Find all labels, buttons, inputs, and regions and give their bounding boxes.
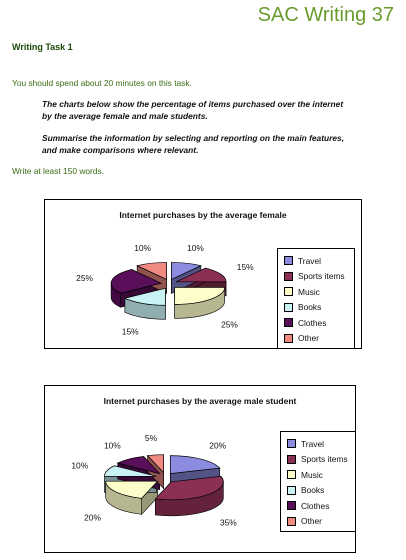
task-heading: Writing Task 1 — [12, 42, 73, 52]
legend-label: Music — [298, 286, 320, 297]
legend-label: Sports items — [298, 271, 345, 282]
legend-swatch — [284, 256, 293, 266]
data-label: 10% — [187, 243, 204, 253]
legend-item: Other — [284, 331, 348, 347]
legend-label: Sports items — [301, 454, 348, 465]
legend-item: Clothes — [284, 315, 348, 331]
legend-label: Books — [298, 302, 322, 313]
pie-slice-travel — [169, 455, 221, 475]
pie-slice-clothes — [116, 456, 161, 475]
data-label: 25% — [221, 320, 238, 330]
legend-label: Clothes — [298, 317, 327, 328]
legend-swatch — [284, 271, 293, 281]
legend-item: Other — [287, 514, 349, 530]
data-label: 5% — [145, 433, 158, 443]
legend-swatch — [287, 485, 296, 495]
pie-chart-female: 10% 15% 25% 15% 25% 10% — [76, 243, 254, 337]
legend-label: Other — [301, 516, 322, 527]
data-label: 10% — [134, 243, 151, 253]
legend-item: Clothes — [287, 498, 349, 514]
pie-slice-other — [146, 454, 164, 474]
pie-slice-travel — [171, 262, 202, 280]
legend-item: Travel — [284, 253, 348, 269]
chart-title: Internet purchases by the average female — [119, 210, 287, 220]
legend-label: Books — [301, 485, 325, 496]
legend-swatch — [287, 516, 296, 526]
legend-item: Music — [284, 284, 348, 300]
data-label: 15% — [237, 262, 254, 272]
legend-item: Books — [287, 483, 349, 499]
pie-slice-music — [174, 287, 226, 305]
chart-title: Internet purchases by the average male s… — [103, 396, 297, 406]
pie-chart-male: 20% 35% 20% 10% 10% 5% — [71, 433, 237, 527]
prompt-line-3: Summarise the information by selecting a… — [42, 133, 345, 143]
time-note: You should spend about 20 minutes on thi… — [12, 78, 192, 88]
chart-female: Internet purchases by the average female… — [44, 199, 362, 349]
prompt-line-4: and make comparisons where relevant. — [42, 144, 199, 155]
legend-label: Clothes — [301, 500, 330, 511]
data-label: 35% — [220, 517, 237, 527]
legend-swatch — [284, 302, 293, 312]
legend-male: Travel Sports items Music Books Clothes Other — [280, 431, 356, 532]
data-label: 10% — [71, 461, 88, 471]
legend-item: Books — [284, 300, 348, 316]
data-label: 10% — [104, 440, 121, 450]
pie-slice-clothes — [110, 269, 163, 294]
legend-label: Travel — [298, 255, 321, 266]
legend-swatch — [287, 501, 296, 511]
page-title: SAC Writing 37 — [257, 4, 394, 26]
data-label: 20% — [209, 440, 226, 450]
prompt-line-2: by the average female and male students. — [42, 110, 208, 121]
legend-female: Travel Sports items Music Books Clothes Other — [277, 248, 355, 349]
data-label: 25% — [76, 273, 93, 283]
data-label: 15% — [122, 327, 139, 337]
legend-swatch — [287, 454, 296, 464]
legend-swatch — [287, 439, 296, 449]
legend-label: Travel — [301, 438, 324, 449]
legend-item: Sports items — [284, 269, 348, 285]
pie-slice-other — [136, 262, 167, 280]
prompt-line-1: The charts below show the percentage of … — [42, 99, 344, 109]
legend-swatch — [284, 333, 293, 343]
legend-item: Sports items — [287, 452, 349, 468]
legend-swatch — [284, 318, 293, 328]
pie-slice-books — [123, 287, 166, 306]
legend-swatch — [284, 287, 293, 297]
legend-label: Music — [301, 469, 323, 480]
legend-swatch — [287, 470, 296, 480]
legend-item: Music — [287, 467, 349, 483]
chart-male: Internet purchases by the average male s… — [44, 385, 356, 553]
legend-item: Travel — [287, 436, 349, 452]
pie-slice-sports-items — [175, 267, 227, 283]
data-label: 20% — [84, 513, 101, 523]
pie-slice-sports-items — [154, 475, 224, 501]
pie-slice-books — [104, 465, 157, 477]
legend-label: Other — [298, 333, 319, 344]
pie-slice-music — [105, 480, 159, 499]
word-count-note: Write at least 150 words. — [12, 166, 105, 176]
